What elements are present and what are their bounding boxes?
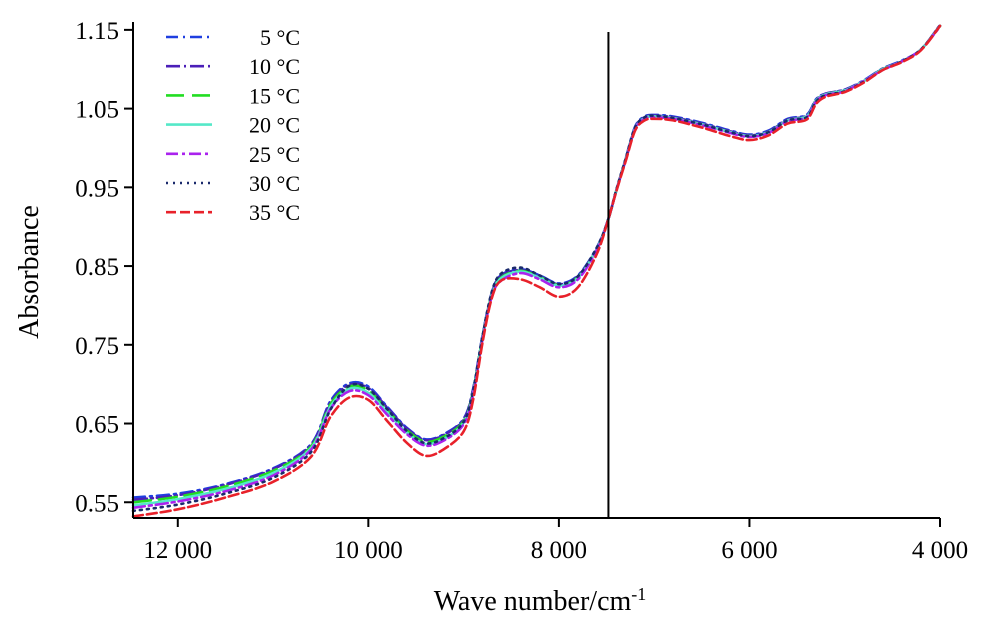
y-tick-label: 0.85 — [75, 254, 119, 281]
x-tick-label: 12 000 — [143, 537, 212, 564]
legend-label: 20 °C — [249, 113, 300, 138]
y-tick-label: 0.65 — [75, 412, 119, 439]
axes — [124, 22, 941, 527]
y-tick-label: 1.05 — [75, 97, 119, 124]
series-line-7 — [131, 24, 942, 518]
legend-label: 35 °C — [249, 200, 300, 225]
y-tick-label: 0.75 — [75, 333, 119, 360]
legend-label: 5 °C — [260, 25, 300, 50]
legend-label: 10 °C — [249, 54, 300, 79]
series-line-6 — [131, 24, 942, 513]
x-tick-label: 10 000 — [334, 537, 403, 564]
y-axis-title: Absorbance — [14, 205, 45, 339]
y-tick-label: 1.15 — [75, 18, 119, 45]
x-tick-label: 8 000 — [531, 537, 587, 564]
y-tick-label: 0.55 — [75, 490, 119, 517]
legend-label: 25 °C — [249, 142, 300, 167]
y-tick-label: 0.95 — [75, 175, 119, 202]
x-axis-title-superscript: -1 — [631, 584, 646, 604]
x-tick-label: 6 000 — [721, 537, 777, 564]
series-lines — [131, 23, 942, 518]
legend-label: 30 °C — [249, 171, 300, 196]
tick-labels: 1.15 1.05 0.95 0.85 0.75 0.65 0.55 12 000 10 000… — [75, 18, 968, 564]
legend-label: 15 °C — [249, 83, 300, 108]
x-axis-title: Wave number/cm-1 — [434, 584, 647, 617]
legend: 5 °C 10 °C 15 °C 20 °C 25 °C 30 °C 35 °C — [166, 25, 300, 225]
x-tick-label: 4 000 — [912, 537, 968, 564]
